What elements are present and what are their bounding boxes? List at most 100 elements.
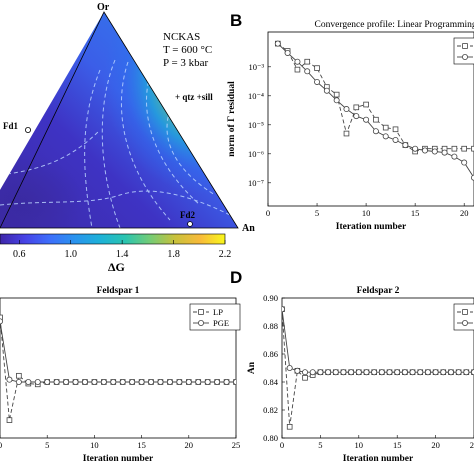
circle-marker	[302, 369, 309, 376]
circle-marker	[412, 145, 419, 152]
circle-marker	[421, 147, 428, 154]
circle-marker	[386, 369, 393, 376]
circle-marker	[25, 378, 32, 385]
circle-marker	[282, 306, 285, 313]
assemblage-label: + qtz +sill	[175, 92, 213, 102]
x-tick-label: 5	[45, 440, 49, 450]
circle-marker	[176, 378, 183, 385]
circle-marker	[353, 113, 360, 120]
series-group	[282, 306, 474, 430]
legend-circle-marker	[197, 319, 204, 326]
temperature-label: T = 600 °C	[163, 44, 212, 56]
square-marker	[353, 104, 360, 111]
circle-marker	[233, 379, 236, 385]
series-line-square	[282, 309, 474, 427]
x-tick-label: 20	[431, 440, 440, 450]
fd1-marker	[24, 127, 31, 134]
legend-square-marker	[462, 309, 468, 315]
circle-marker	[223, 378, 230, 385]
fd1-label: Fd1	[3, 121, 19, 131]
legend-box	[453, 37, 474, 65]
circle-marker	[363, 116, 370, 123]
x-tick-label: 15	[411, 208, 420, 218]
panel-letter-d: D	[230, 268, 242, 287]
x-tick-label: 0	[266, 208, 270, 218]
circle-marker	[382, 133, 389, 140]
circle-marker	[138, 378, 145, 385]
y-tick-label: 0.86	[263, 349, 278, 359]
circle-marker	[424, 369, 431, 376]
legend	[453, 303, 474, 331]
circle-marker	[394, 369, 401, 376]
circle-marker	[455, 369, 462, 376]
circle-marker	[195, 378, 202, 385]
chart-title: Convergence profile: Linear Programming …	[315, 19, 474, 30]
plot-frame	[267, 31, 474, 207]
fd2-marker	[187, 221, 193, 227]
x-tick-label: 0	[280, 440, 284, 450]
panel-letter-b: B	[230, 11, 242, 30]
circle-marker	[81, 378, 88, 385]
legend-square-marker	[462, 43, 468, 49]
x-tick-label: 20	[460, 208, 469, 218]
circle-marker	[371, 369, 378, 376]
chart-title: Feldspar 1	[97, 286, 140, 296]
circle-marker	[378, 369, 385, 376]
square-marker	[304, 58, 311, 65]
circle-marker	[333, 97, 340, 104]
circle-marker	[91, 378, 98, 385]
circle-marker	[372, 128, 379, 135]
circle-marker	[34, 378, 41, 385]
circle-marker	[274, 40, 281, 47]
circle-marker	[363, 369, 370, 376]
square-marker	[286, 423, 293, 430]
circle-marker	[119, 378, 126, 385]
x-tick-label: 20	[185, 440, 194, 450]
square-marker	[382, 124, 389, 131]
circle-marker	[294, 367, 301, 374]
circle-marker	[440, 369, 447, 376]
dg-surface	[0, 12, 238, 228]
colorbar-tick-label: 2.2	[219, 249, 232, 260]
circle-marker	[314, 78, 321, 85]
circle-marker	[340, 369, 347, 376]
y-tick-label: 10⁻⁶	[248, 149, 264, 159]
circle-marker	[294, 58, 301, 65]
circle-marker	[100, 378, 107, 385]
y-tick-label: 0.80	[263, 433, 278, 443]
series-line-circle	[0, 321, 236, 383]
legend-circle-marker	[461, 54, 468, 61]
panel-a: Or An NCKAS T = 600 °C P = 3 kbar + qtz …	[0, 2, 255, 274]
square-marker	[461, 145, 467, 152]
legend-entry: PGE	[213, 318, 229, 328]
x-tick-label: 0	[0, 440, 2, 450]
circle-marker	[72, 378, 79, 385]
square-marker	[363, 101, 369, 108]
x-tick-label: 10	[362, 208, 371, 218]
x-tick-label: 15	[137, 440, 146, 450]
chart-title: Feldspar 2	[357, 286, 400, 296]
colorbar	[0, 233, 226, 245]
circle-marker	[348, 369, 355, 376]
circle-marker	[0, 318, 3, 325]
colorbar-tick-label: 0.6	[13, 249, 26, 260]
circle-marker	[317, 369, 324, 376]
circle-marker	[402, 142, 409, 149]
legend-square-marker	[198, 309, 204, 315]
square-marker	[373, 116, 379, 123]
x-axis-label: Iteration number	[83, 454, 154, 464]
y-tick-label: 10⁻⁴	[248, 91, 264, 101]
circle-marker	[185, 378, 192, 385]
circle-marker	[343, 106, 350, 113]
colorbar-tick-label: 1.4	[116, 249, 129, 260]
system-label: NCKAS	[163, 31, 200, 43]
legend-box	[453, 303, 474, 331]
ternary-outline	[0, 11, 239, 229]
plot-frame	[281, 297, 474, 439]
x-tick-label: 10	[90, 440, 99, 450]
circle-marker	[166, 378, 173, 385]
x-tick-label: 15	[393, 440, 402, 450]
circle-marker	[332, 369, 339, 376]
x-axis-label: Iteration number	[343, 454, 414, 464]
